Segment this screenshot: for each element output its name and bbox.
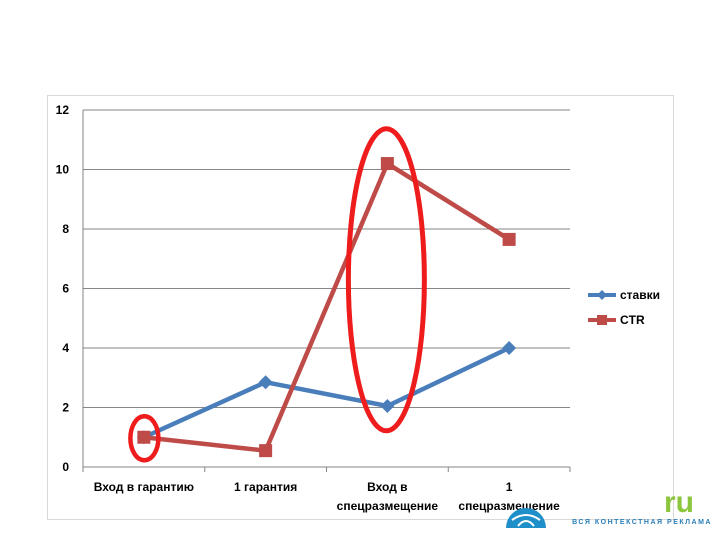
x-tick-label: Вход в гарантию [94,480,194,494]
data-point-marker [258,375,273,390]
data-point-marker [502,341,517,355]
y-tick-label: 12 [56,103,70,117]
series-group [136,157,517,458]
brand-logo: ru ВСЯ КОНТЕКСТНАЯ РЕКЛАМА [502,488,712,528]
y-tick-label: 10 [56,163,70,177]
legend-swatch-marker [597,315,607,325]
legend-label: ставки [620,288,660,302]
series-line-ставки [142,345,511,440]
globe-icon [504,500,548,528]
chart-frame: 0 2 4 6 8 10 12 Вход в гарантию 1 гарантия Вход в… [47,95,674,520]
series-line-CTR [143,161,511,453]
x-tick-label: 1 [506,480,513,494]
data-point-marker [380,157,394,171]
x-tick-label: 1 гарантия [234,480,297,494]
highlight-annotations [128,126,427,463]
x-tick-label: спецразмещение [337,499,439,513]
legend-label: CTR [620,313,645,327]
axes: 0 2 4 6 8 10 12 Вход в гарантию 1 гарантия Вход в… [56,103,571,513]
data-point-marker [380,399,395,414]
y-tick-label: 4 [62,341,69,355]
brand-tagline: ВСЯ КОНТЕКСТНАЯ РЕКЛАМА [572,519,712,526]
line-chart: 0 2 4 6 8 10 12 Вход в гарантию 1 гарантия Вход в… [56,103,660,513]
y-tick-label: 8 [62,222,69,236]
x-tick-label: Вход в [367,480,407,494]
y-tick-label: 2 [62,401,69,415]
brand-ru-text: ru [664,486,694,519]
y-tick-label: 0 [62,460,69,474]
highlight-ellipse [128,414,161,463]
data-point-marker [502,232,516,246]
data-point-marker [137,430,151,444]
legend: ставки CTR [588,288,660,327]
x-tick-label: спецразмещение [458,499,560,513]
highlight-ellipse [345,126,427,434]
y-tick-label: 6 [62,282,69,296]
gridlines [83,109,570,468]
legend-swatch-marker [597,290,607,300]
data-point-marker [259,444,273,458]
